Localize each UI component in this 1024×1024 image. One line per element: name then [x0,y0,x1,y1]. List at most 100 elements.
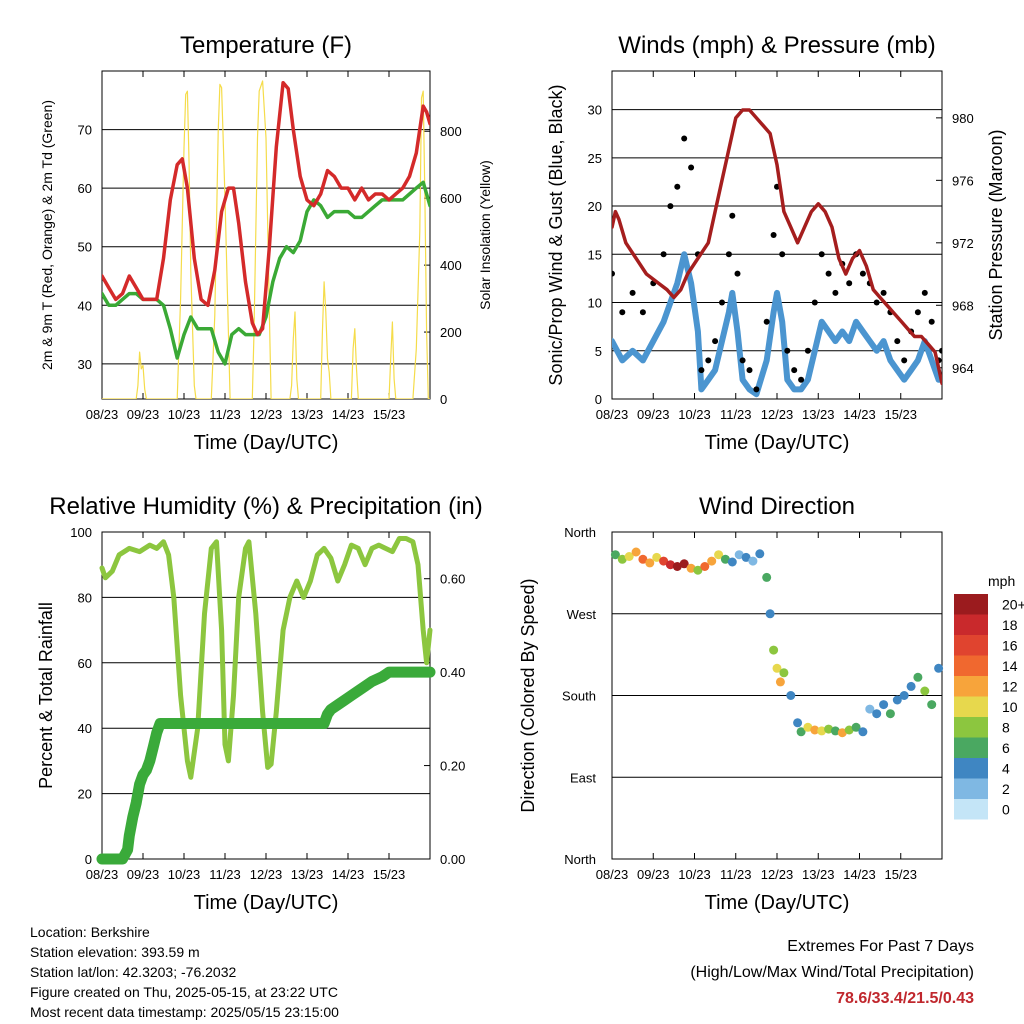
station-info: Location: Berkshire Station elevation: 3… [30,922,339,1022]
direction-point [803,722,813,732]
direction-point [762,572,772,582]
y2-tick-label: 400 [440,258,462,273]
gust-point [725,251,732,258]
solar-series [102,80,430,399]
direction-point [927,700,937,710]
chart-title: Wind Direction [699,493,855,520]
direction-point [844,725,854,735]
direction-point [865,704,875,714]
series-group [96,536,436,865]
extremes-subtitle: (High/Low/Max Wind/Total Precipitation) [690,964,974,981]
legend-label: 18 [1002,617,1018,633]
x-tick-label: 11/23 [209,867,241,882]
y-axis-label: 2m & 9m T (Red, Orange) & 2m Td (Green) [39,100,55,370]
extremes-box: Extremes For Past 7 Days (High/Low/Max W… [690,934,974,1012]
y2-tick-label: 0.40 [440,665,465,680]
plot-frame [101,70,431,400]
temperature-panel: Temperature (F) 08/23 09/23 10/23 11/23 12/23… [39,32,493,454]
direction-point [734,550,744,560]
direction-point [610,550,620,560]
gust-point [791,367,798,374]
plot-frame [101,531,431,860]
y-tick-label: West [567,607,597,622]
chart-title: Winds (mph) & Pressure (mb) [618,32,935,59]
gust-point [734,270,741,277]
x-tick-label: 11/23 [209,407,241,422]
series-group [612,108,942,398]
x-tick-label: 10/23 [168,407,201,422]
x-tick-label: 12/23 [250,867,283,882]
legend-swatch [954,717,988,738]
direction-point [920,686,930,696]
direction-point [899,691,909,700]
created-text: Figure created on Thu, 2025-05-15, at 23… [30,984,338,1000]
gust-point [674,183,681,190]
legend-swatch [954,696,988,717]
gust-point [832,289,839,296]
legend-swatch [954,655,988,676]
y2-tick-label: 0.20 [440,759,465,774]
chart-title: Relative Humidity (%) & Precipitation (i… [49,493,482,520]
y-tick-label: 30 [588,103,602,118]
chart-title: Temperature (F) [180,32,352,59]
gust-point [811,299,818,306]
x-tick-label: 14/23 [332,867,365,882]
x-tick-label: 15/23 [884,407,917,422]
y-tick-label: 20 [78,787,92,802]
legend-swatch [954,614,988,635]
x-axis-label: Time (Day/UTC) [194,432,339,454]
gust-point [739,357,746,364]
direction-point [727,557,737,567]
x-tick-label: 14/23 [332,407,365,422]
temperature-series [102,80,430,337]
gust-point [894,338,901,345]
legend-swatch [954,635,988,656]
y-tick-label: South [562,689,596,704]
y-tick-label: 0 [595,392,602,407]
speed-color-legend: mph 20+ 18 16 14 12 10 8 6 4 2 0 [954,573,1024,820]
gust-point [660,251,667,258]
y-axis-label: Sonic/Prop Wind & Gust (Blue, Black) [546,84,566,385]
direction-point [824,724,834,734]
y-tick-label: 80 [78,590,92,605]
series-group [102,80,430,399]
y-tick-label: North [564,852,596,867]
gust-point [705,357,712,364]
direction-point [793,718,803,728]
y-tick-label: 70 [78,123,92,138]
gust-point [681,135,688,142]
x-axis-label: Time (Day/UTC) [194,892,339,914]
legend-label: 16 [1002,637,1018,653]
gust-point [846,280,853,287]
gust-point [798,376,805,383]
gust-point [859,270,866,277]
y2-tick-label: 0 [440,392,447,407]
legend-swatch [954,594,988,615]
y-tick-label: 20 [588,199,602,214]
elevation-text: Station elevation: 393.59 m [30,944,200,960]
gust-point [784,347,791,354]
gust-point [639,309,646,316]
x-tick-label: 08/23 [596,407,629,422]
y2-tick-label: 0.00 [440,852,465,867]
legend-swatch [954,676,988,697]
gust-point [921,289,928,296]
x-tick-label: 15/23 [373,867,406,882]
y2-tick-label: 980 [952,111,974,126]
x-tick-label: 09/23 [127,867,160,882]
y2-tick-label: 600 [440,191,462,206]
direction-point [693,565,703,575]
legend-label: 20+ [1002,596,1024,612]
humidity-panel: Relative Humidity (%) & Precipitation (i… [36,493,483,914]
direction-point [858,727,868,737]
pressure-series [612,108,942,386]
x-tick-label: 13/23 [291,407,324,422]
x-tick-label: 14/23 [843,407,876,422]
direction-point [906,681,916,691]
x-tick-label: 14/23 [843,867,876,882]
x-tick-label: 08/23 [596,867,629,882]
gust-point [753,386,760,393]
legend-swatch [954,778,988,799]
direction-point [700,562,710,571]
direction-point [707,556,717,566]
